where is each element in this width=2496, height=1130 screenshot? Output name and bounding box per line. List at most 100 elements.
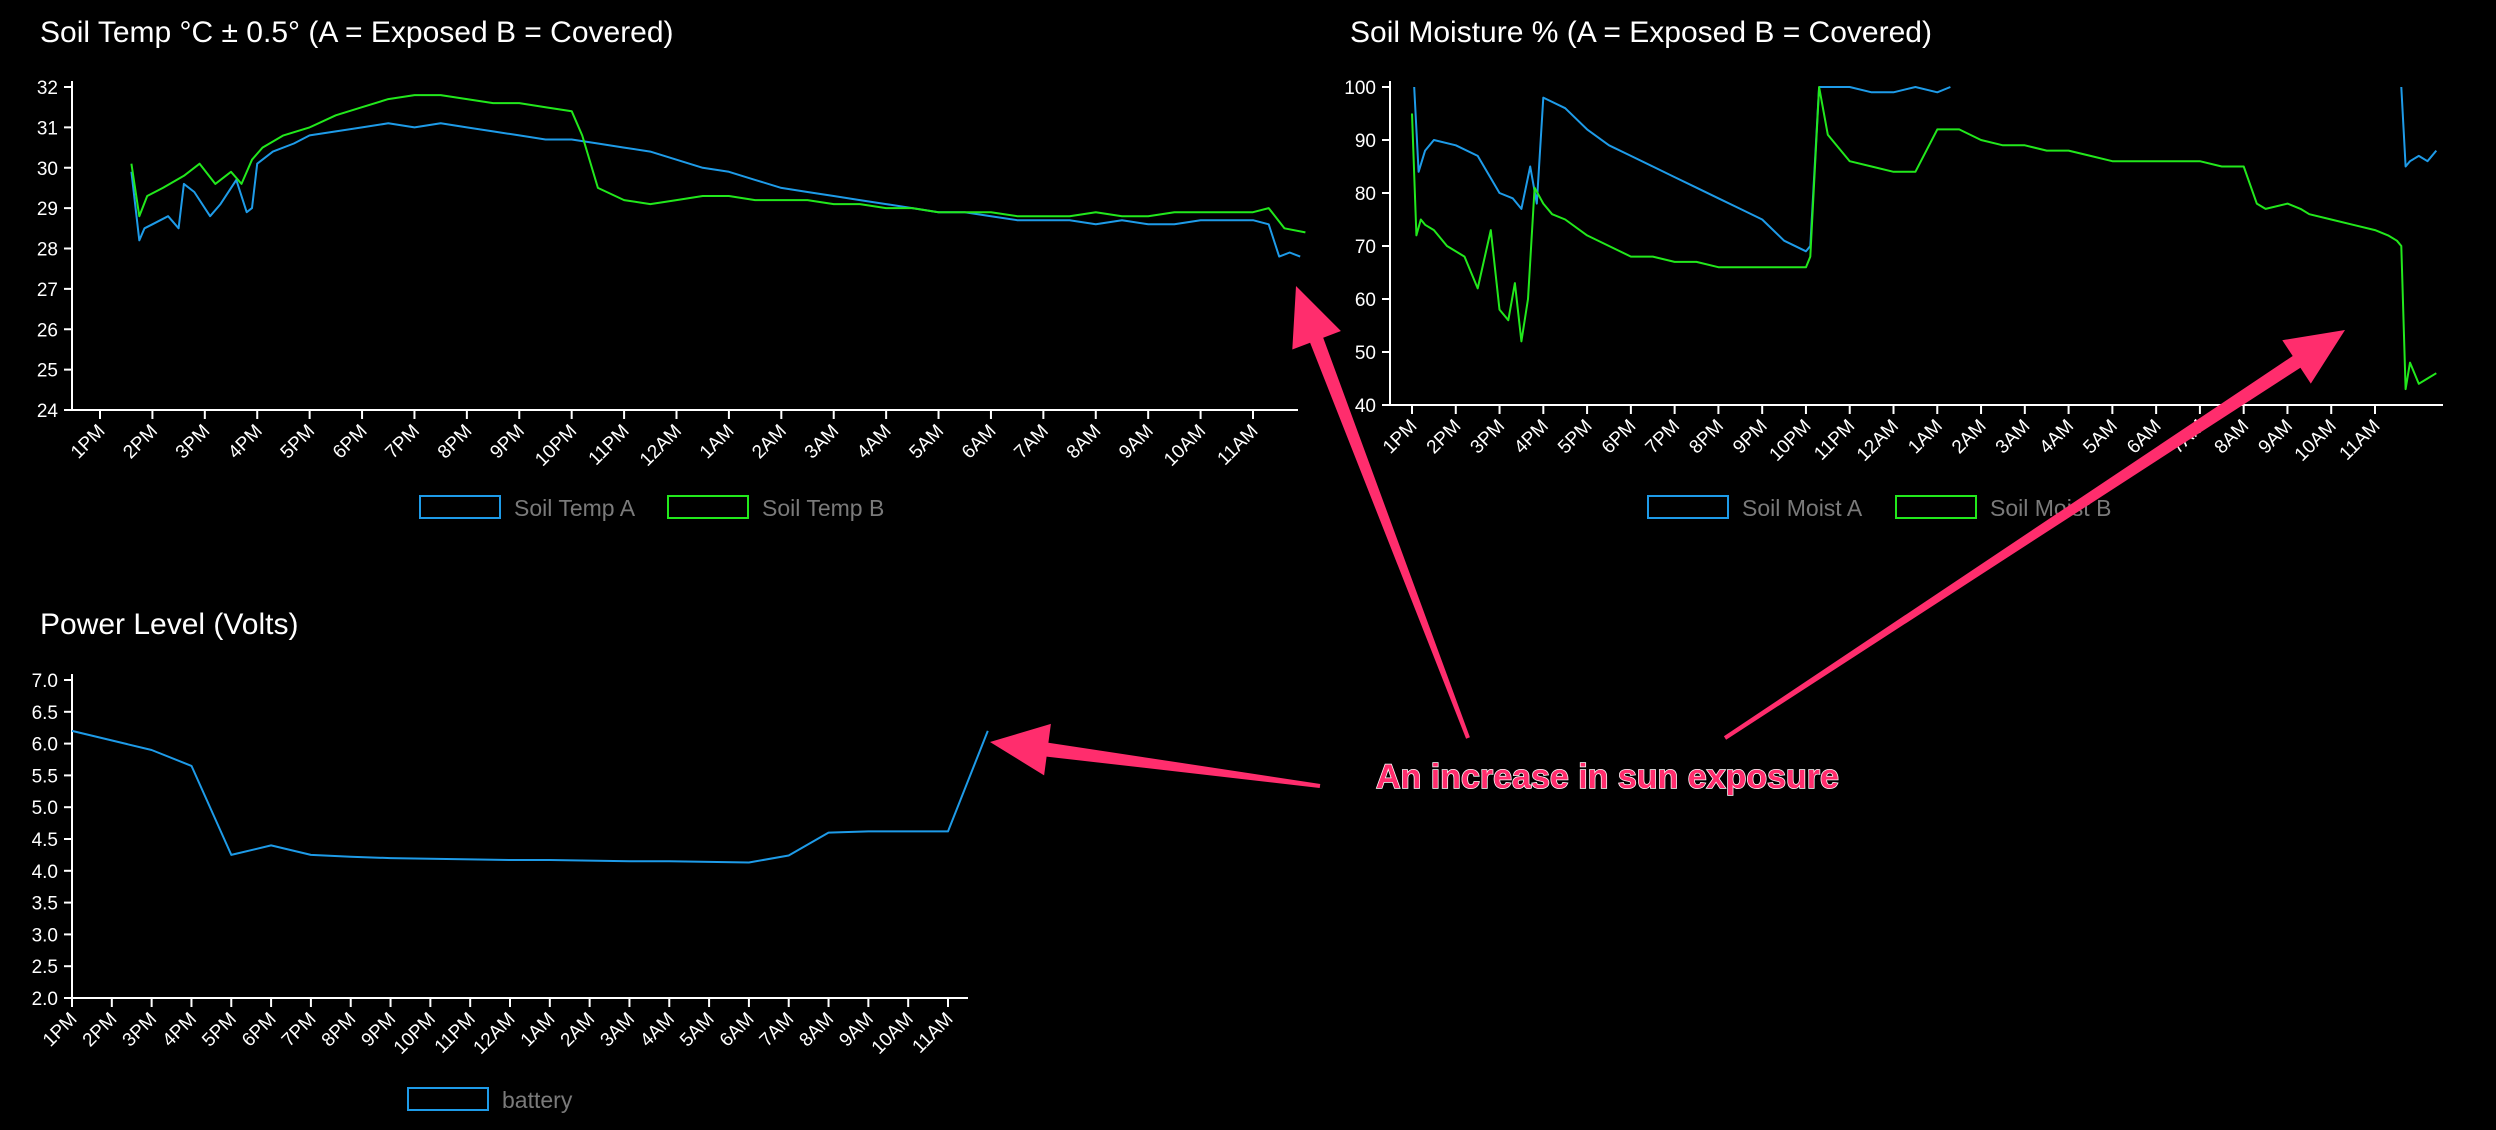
y-tick-label: 100 [1344, 78, 1376, 99]
x-tick-label: 8AM [796, 1009, 838, 1051]
x-tick-label: 10AM [868, 1009, 918, 1059]
annotation-arrow [990, 723, 1321, 788]
x-tick-label: 11PM [585, 421, 634, 470]
legend-label[interactable]: Soil Moist A [1742, 495, 1863, 521]
x-tick-label: 5AM [906, 421, 948, 463]
y-tick-label: 2.5 [32, 957, 58, 978]
series-line-soil-temp-a [130, 122, 1301, 258]
x-tick-label: 5PM [1554, 416, 1596, 458]
y-tick-label: 2.0 [32, 989, 58, 1010]
y-tick-label: 50 [1355, 343, 1376, 364]
legend-swatch[interactable] [1647, 495, 1729, 519]
y-tick-label: 70 [1355, 237, 1376, 258]
x-tick-label: 8PM [318, 1009, 360, 1051]
x-tick-label: 1PM [67, 421, 109, 463]
x-tick-label: 10AM [1160, 421, 1210, 471]
annotation-arrow [1723, 330, 2345, 740]
x-tick-label: 11PM [431, 1009, 480, 1058]
x-tick-label: 6AM [958, 421, 1000, 463]
y-tick-label: 3.0 [32, 925, 58, 946]
legend-swatch[interactable] [667, 495, 749, 519]
y-tick-label: 29 [37, 199, 58, 220]
x-tick-label: 7PM [1642, 416, 1684, 458]
y-tick-label: 32 [37, 78, 58, 99]
annotation-text: An increase in sun exposure [1376, 758, 1839, 796]
y-tick-label: 5.0 [32, 798, 58, 819]
x-tick-label: 5AM [676, 1009, 718, 1051]
x-tick-label: 8AM [2211, 416, 2253, 458]
x-tick-label: 7PM [382, 421, 424, 463]
x-tick-label: 3PM [1467, 416, 1509, 458]
x-tick-label: 4AM [636, 1009, 678, 1051]
legend-label[interactable]: Soil Temp B [762, 495, 884, 521]
x-tick-label: 4PM [1510, 416, 1552, 458]
legend-label[interactable]: battery [502, 1087, 573, 1113]
x-tick-label: 8AM [1063, 421, 1105, 463]
legend-swatch[interactable] [419, 495, 501, 519]
y-tick-label: 4.5 [32, 830, 58, 851]
y-tick-label: 3.5 [32, 894, 58, 915]
series-line-battery [71, 729, 989, 864]
x-tick-label: 9PM [486, 421, 528, 463]
x-tick-label: 6AM [716, 1009, 758, 1051]
power-level-chart: 2.02.53.03.54.04.55.05.56.06.57.01PM2PM3… [32, 671, 989, 1113]
x-tick-label: 3AM [801, 421, 843, 463]
y-tick-label: 7.0 [32, 671, 58, 692]
x-tick-label: 2PM [79, 1009, 121, 1051]
annotation-layer: An increase in sun exposure [990, 286, 2345, 797]
power-level-chart-title: Power Level (Volts) [40, 608, 299, 641]
y-tick-label: 27 [37, 280, 58, 301]
x-tick-label: 12AM [1853, 416, 1903, 466]
soil-temp-chart-title: Soil Temp °C ± 0.5° (A = Exposed B = Cov… [40, 16, 674, 49]
x-tick-label: 12AM [470, 1009, 520, 1059]
x-tick-label: 5AM [2079, 416, 2121, 458]
x-tick-label: 5PM [277, 421, 319, 463]
x-tick-label: 2AM [748, 421, 790, 463]
x-tick-label: 4PM [159, 1009, 201, 1051]
legend-swatch[interactable] [407, 1087, 489, 1111]
x-tick-label: 7AM [756, 1009, 798, 1051]
x-tick-label: 3AM [597, 1009, 639, 1051]
y-tick-label: 6.0 [32, 735, 58, 756]
x-tick-label: 1AM [696, 421, 738, 463]
y-tick-label: 90 [1355, 131, 1376, 152]
x-tick-label: 4AM [853, 421, 895, 463]
x-tick-label: 7PM [278, 1009, 320, 1051]
x-tick-label: 3PM [119, 1009, 161, 1051]
x-tick-label: 11AM [1214, 421, 1263, 470]
x-tick-label: 6PM [329, 421, 371, 463]
x-tick-label: 5PM [198, 1009, 240, 1051]
legend-label[interactable]: Soil Temp A [514, 495, 636, 521]
legend-swatch[interactable] [1895, 495, 1977, 519]
x-tick-label: 2AM [557, 1009, 599, 1051]
x-tick-label: 7AM [1010, 421, 1052, 463]
y-tick-label: 4.0 [32, 862, 58, 883]
annotation-arrow [1292, 286, 1470, 739]
series-line-soil-moist-b [1411, 86, 2437, 391]
x-tick-label: 1AM [517, 1009, 559, 1051]
y-tick-label: 6.5 [32, 703, 58, 724]
x-tick-label: 8PM [434, 421, 476, 463]
soil-moisture-chart-title: Soil Moisture % (A = Exposed B = Covered… [1350, 16, 1932, 49]
y-tick-label: 80 [1355, 184, 1376, 205]
x-tick-label: 1PM [39, 1009, 81, 1051]
y-tick-label: 25 [37, 361, 58, 382]
x-tick-label: 11AM [2336, 416, 2385, 465]
x-tick-label: 10PM [390, 1009, 440, 1059]
series-line-soil-moist-a [1413, 86, 1821, 253]
series-line-soil-temp-b [130, 94, 1306, 234]
x-tick-label: 12AM [636, 421, 686, 471]
x-tick-label: 3PM [172, 421, 214, 463]
x-tick-label: 10PM [531, 421, 581, 471]
x-tick-label: 2PM [119, 421, 161, 463]
series-line-soil-moist-a [2400, 86, 2438, 168]
y-tick-label: 28 [37, 240, 58, 261]
x-tick-label: 10AM [2291, 416, 2341, 466]
x-tick-label: 4AM [2036, 416, 2078, 458]
y-tick-label: 30 [37, 159, 58, 180]
series-line-soil-moist-a [1819, 86, 1951, 94]
x-tick-label: 11AM [909, 1009, 958, 1058]
